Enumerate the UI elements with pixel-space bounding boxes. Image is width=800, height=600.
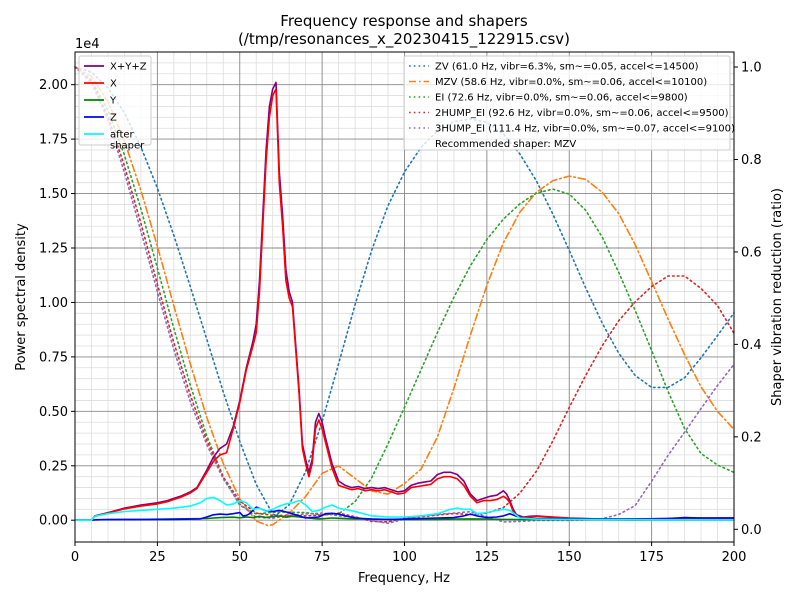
y-tick-label: 1.25 (39, 242, 68, 257)
y-axis-right: 0.0 0.2 0.4 0.6 0.8 1.0 (734, 61, 762, 538)
x-tick-label: 100 (392, 550, 417, 565)
legend-label-y: Y (109, 96, 117, 107)
y-tick-label: 1.50 (39, 187, 68, 202)
x-tick-label: 150 (557, 550, 582, 565)
legend-left-box (78, 55, 152, 146)
shaper-line-2hump-ei (74, 66, 735, 523)
legend-label-2hump-ei: 2HUMP_EI (92.6 Hz, vibr=0.0%, sm~=0.06, … (435, 108, 729, 119)
shaper-line-ei (74, 66, 735, 516)
shaper-line-mzv (74, 66, 735, 527)
y-tick-label: 2.00 (39, 78, 68, 93)
psd-line-z (75, 506, 735, 522)
y2-tick-label: 0.6 (741, 245, 762, 260)
legend-label-after-shaper: shaper (110, 141, 145, 152)
x-tick-label: 75 (314, 550, 331, 565)
y2-axis-label: Shaper vibration reduction (ratio) (770, 188, 785, 406)
y-tick-label: 0.75 (39, 350, 68, 365)
chart-subtitle: (/tmp/resonances_x_20230415_122915.csv) (238, 30, 570, 49)
chart-title: Frequency response and shapers (280, 12, 528, 30)
y-offset-label: 1e4 (75, 37, 100, 52)
x-tick-label: 125 (474, 550, 499, 565)
y2-tick-label: 0.8 (741, 153, 762, 168)
y-axis-label: Power spectral density (14, 223, 29, 371)
psd-line-x (75, 88, 735, 522)
shaper-line-3hump-ei (74, 66, 735, 525)
x-tick-label: 200 (722, 550, 747, 565)
x-axis-label: Frequency, Hz (358, 571, 450, 586)
psd-line-x-y-z (75, 81, 735, 522)
legend-label-x-y-z: X+Y+Z (110, 62, 147, 73)
y2-tick-label: 0.2 (741, 430, 762, 445)
legend-right: ZV (61.0 Hz, vibr=6.3%, sm~=0.05, accel<… (403, 55, 735, 151)
x-tick-label: 25 (149, 550, 166, 565)
legend-label-after-shaper: after (110, 130, 135, 141)
x-tick-label: 50 (231, 550, 248, 565)
legend-label-mzv: MZV (58.6 Hz, vibr=0.0%, sm~=0.06, accel… (435, 77, 707, 88)
psd-line-y (75, 515, 734, 522)
y-tick-label: 0.00 (39, 514, 68, 529)
x-tick-label: 175 (639, 550, 664, 565)
legend-label-x: X (110, 79, 117, 90)
x-tick-label: 0 (71, 550, 79, 565)
legend-label-3hump-ei: 3HUMP_EI (111.4 Hz, vibr=0.0%, sm~=0.07,… (435, 124, 735, 135)
legend-label-ei: EI (72.6 Hz, vibr=0.0%, sm~=0.06, accel<… (435, 93, 688, 104)
y-axis-left: 0.00 0.25 0.50 0.75 1.00 1.25 1.50 1.75 2.00 (39, 78, 75, 529)
y-tick-label: 1.00 (39, 296, 68, 311)
y2-tick-label: 1.0 (741, 61, 762, 76)
y-tick-label: 0.50 (39, 405, 68, 420)
y2-tick-label: 0.0 (741, 523, 762, 538)
x-axis: 0 25 50 75 100 125 150 175 200 (71, 542, 747, 565)
y-tick-label: 1.75 (39, 133, 68, 148)
psd-lines (75, 81, 735, 522)
psd-line-after-shaper (75, 496, 734, 522)
y2-tick-label: 0.4 (741, 338, 762, 353)
legend-label-z: Z (110, 113, 117, 124)
legend-recommended-shaper: Recommended shaper: MZV (435, 139, 576, 150)
shaper-lines (74, 66, 735, 527)
legend-right-box (403, 55, 731, 151)
y-tick-label: 0.25 (39, 459, 68, 474)
legend-label-zv: ZV (61.0 Hz, vibr=6.3%, sm~=0.05, accel<… (435, 62, 699, 73)
shaper-line-zv (74, 66, 735, 517)
